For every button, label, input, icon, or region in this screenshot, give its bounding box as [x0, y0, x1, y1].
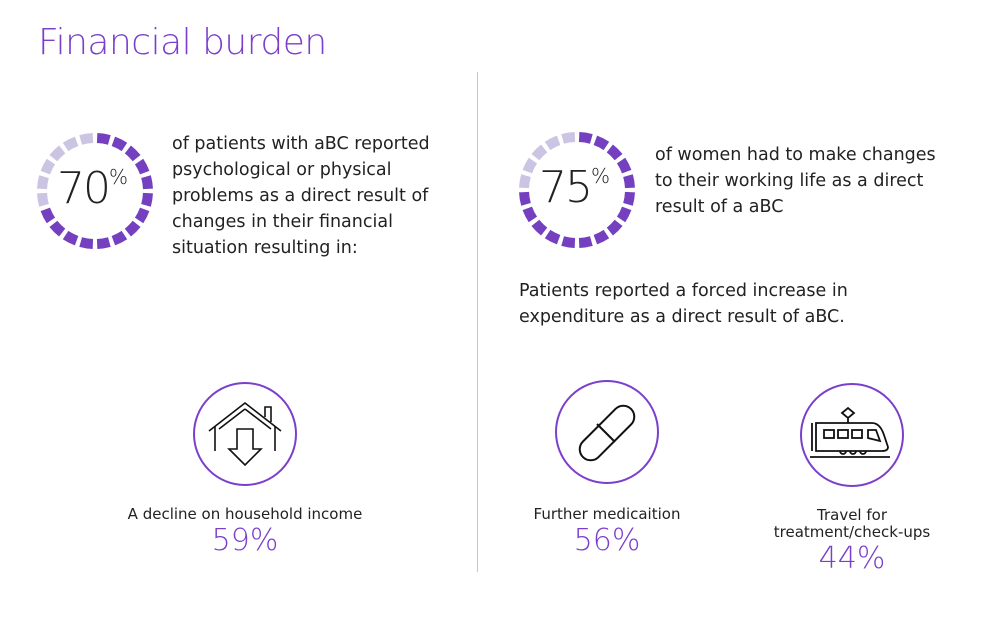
- page-title: Financial burden: [38, 22, 327, 63]
- ring-segment-filled: [606, 144, 623, 161]
- ring-segment-filled: [531, 219, 548, 236]
- progress-ring-75: [519, 132, 635, 248]
- stat1-value: 70%: [57, 163, 129, 214]
- ring-segment-empty: [62, 136, 79, 152]
- progress-ring-70: [37, 133, 153, 249]
- ring-segment-empty: [544, 135, 561, 151]
- ring-segment-filled: [40, 207, 56, 224]
- stat1-text: of patients with aBC reported psychologi…: [172, 134, 430, 258]
- ring-segment-empty: [49, 145, 66, 162]
- item-percent: 56%: [573, 523, 641, 558]
- ring-segment-filled: [79, 237, 94, 249]
- ring-segment-empty: [40, 158, 56, 175]
- ring-segment-filled: [62, 230, 79, 246]
- ring-segment-filled: [49, 220, 66, 237]
- ring-segment-empty: [531, 144, 548, 161]
- ring-segment-filled: [134, 158, 150, 175]
- stat2-text: of women had to make changes to their wo…: [655, 145, 936, 217]
- ring-segment-filled: [96, 237, 111, 249]
- ring-segment-filled: [544, 229, 561, 245]
- ring-segment-empty: [561, 132, 576, 144]
- ring-segment-filled: [593, 135, 610, 151]
- ring-segment-filled: [593, 229, 610, 245]
- ring-segment-filled: [134, 207, 150, 224]
- ring-segment-filled: [111, 136, 128, 152]
- item-label: Travel for treatment/check-ups: [773, 506, 931, 541]
- ring-segment-filled: [616, 157, 632, 174]
- ring-segment-filled: [561, 236, 576, 248]
- item-percent: 59%: [211, 523, 279, 558]
- ring-segment-empty: [37, 192, 49, 207]
- item-travel: Travel for treatment/check-ups 44%: [752, 383, 952, 576]
- ring-segment-filled: [519, 191, 531, 206]
- house-down-arrow-icon: [193, 382, 297, 486]
- ring-segment-filled: [141, 192, 153, 207]
- ring-segment-filled: [606, 219, 623, 236]
- item-household-income: A decline on household income 59%: [95, 382, 395, 558]
- item-label: A decline on household income: [127, 505, 363, 523]
- expenditure-text: Patients reported a forced increase in e…: [519, 281, 848, 327]
- ring-segment-filled: [124, 145, 141, 162]
- divider: [477, 72, 478, 572]
- ring-segment-filled: [141, 175, 153, 190]
- ring-segment-filled: [96, 133, 111, 145]
- item-medication: Further medicaition 56%: [505, 380, 709, 558]
- item-percent: 44%: [818, 541, 886, 576]
- stat2-value: 75%: [539, 162, 611, 213]
- ring-segment-empty: [37, 175, 49, 190]
- ring-segment-filled: [124, 220, 141, 237]
- train-icon: [800, 383, 904, 487]
- ring-segment-empty: [79, 133, 94, 145]
- ring-segment-filled: [623, 174, 635, 189]
- ring-segment-filled: [578, 236, 593, 248]
- ring-segment-filled: [522, 206, 538, 223]
- ring-segment-empty: [519, 174, 531, 189]
- ring-segment-filled: [616, 206, 632, 223]
- ring-segment-empty: [522, 157, 538, 174]
- pill-icon: [555, 380, 659, 484]
- item-label: Further medicaition: [533, 505, 681, 523]
- ring-segment-filled: [578, 132, 593, 144]
- ring-segment-filled: [623, 191, 635, 206]
- ring-segment-filled: [111, 230, 128, 246]
